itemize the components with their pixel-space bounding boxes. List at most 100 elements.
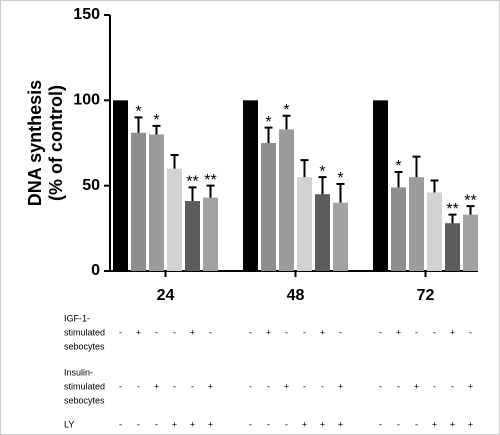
x-tick-label: 48	[287, 287, 305, 304]
bar	[185, 201, 200, 271]
condition-sign: +	[468, 381, 473, 391]
bar	[427, 192, 442, 271]
y-tick-label: 150	[73, 6, 100, 23]
condition-sign: +	[190, 419, 195, 429]
condition-sign: -	[173, 381, 176, 391]
condition-sign: -	[267, 419, 270, 429]
error-bar	[134, 116, 143, 133]
condition-sign: -	[379, 419, 382, 429]
y-tick-label: 100	[73, 92, 100, 109]
significance-label: **	[186, 174, 198, 191]
condition-sign: -	[379, 381, 382, 391]
bar	[391, 187, 406, 271]
bar	[261, 143, 276, 271]
bar	[333, 202, 348, 271]
condition-sign: -	[285, 419, 288, 429]
significance-label: *	[135, 104, 141, 121]
condition-sign: -	[303, 327, 306, 337]
error-bar	[206, 184, 215, 198]
significance-label: **	[464, 192, 476, 209]
significance-label: *	[395, 158, 401, 175]
condition-sign: -	[249, 327, 252, 337]
x-tick-label: 24	[157, 287, 175, 304]
condition-sign: -	[119, 327, 122, 337]
condition-sign: -	[415, 327, 418, 337]
condition-label: stimulated	[64, 381, 105, 391]
significance-label: *	[265, 114, 271, 131]
bar	[297, 177, 312, 271]
condition-sign: +	[396, 327, 401, 337]
error-bar	[318, 176, 327, 195]
condition-sign: +	[450, 419, 455, 429]
bar	[167, 168, 182, 271]
bar	[409, 177, 424, 271]
condition-label: sebocytes	[64, 395, 105, 405]
bar	[463, 214, 478, 271]
bar	[203, 197, 218, 271]
error-bar	[448, 213, 457, 224]
condition-sign: -	[155, 419, 158, 429]
condition-sign: +	[190, 327, 195, 337]
condition-label: IGF-1-	[64, 313, 90, 323]
error-bar	[264, 126, 273, 143]
y-axis-label: (% of control)	[46, 85, 66, 201]
significance-label: **	[446, 201, 458, 218]
condition-sign: -	[249, 381, 252, 391]
condition-sign: +	[450, 327, 455, 337]
condition-sign: +	[320, 419, 325, 429]
bar	[243, 100, 258, 271]
condition-sign: -	[285, 327, 288, 337]
condition-sign: -	[137, 381, 140, 391]
significance-label: *	[283, 102, 289, 119]
condition-sign: -	[433, 327, 436, 337]
bar	[373, 100, 388, 271]
condition-sign: -	[469, 327, 472, 337]
condition-sign: -	[339, 327, 342, 337]
condition-sign: -	[173, 327, 176, 337]
condition-sign: -	[155, 327, 158, 337]
condition-label: sebocytes	[64, 341, 105, 351]
error-bar	[152, 124, 161, 135]
error-bar	[430, 179, 439, 193]
condition-sign: -	[209, 327, 212, 337]
condition-sign: -	[379, 327, 382, 337]
condition-sign: +	[208, 381, 213, 391]
bar	[113, 100, 128, 271]
error-bar	[394, 171, 403, 188]
condition-sign: +	[338, 419, 343, 429]
condition-label: stimulated	[64, 327, 105, 337]
condition-sign: -	[451, 381, 454, 391]
significance-label: *	[153, 112, 159, 129]
condition-sign: +	[154, 381, 159, 391]
significance-label: **	[204, 172, 216, 189]
error-bar	[300, 159, 309, 178]
y-tick-label: 0	[91, 262, 100, 279]
condition-sign: +	[136, 327, 141, 337]
condition-sign: -	[415, 419, 418, 429]
condition-sign: -	[137, 419, 140, 429]
significance-label: *	[319, 163, 325, 180]
y-tick-label: 50	[82, 177, 100, 194]
condition-sign: +	[284, 381, 289, 391]
condition-sign: +	[320, 327, 325, 337]
error-bar	[336, 182, 345, 203]
error-bar	[170, 153, 179, 169]
condition-sign: +	[172, 419, 177, 429]
x-tick-label: 72	[417, 287, 435, 304]
condition-sign: +	[414, 381, 419, 391]
condition-sign: +	[208, 419, 213, 429]
condition-sign: -	[303, 381, 306, 391]
condition-sign: -	[397, 419, 400, 429]
condition-sign: -	[433, 381, 436, 391]
condition-sign: +	[468, 419, 473, 429]
error-bar	[282, 114, 291, 130]
error-bar	[188, 186, 197, 202]
condition-sign: -	[249, 419, 252, 429]
significance-label: *	[337, 170, 343, 187]
condition-sign: -	[191, 381, 194, 391]
condition-label: Insulin-	[64, 367, 93, 377]
condition-sign: -	[397, 381, 400, 391]
condition-label: LY	[64, 419, 74, 429]
error-bar	[412, 155, 421, 178]
